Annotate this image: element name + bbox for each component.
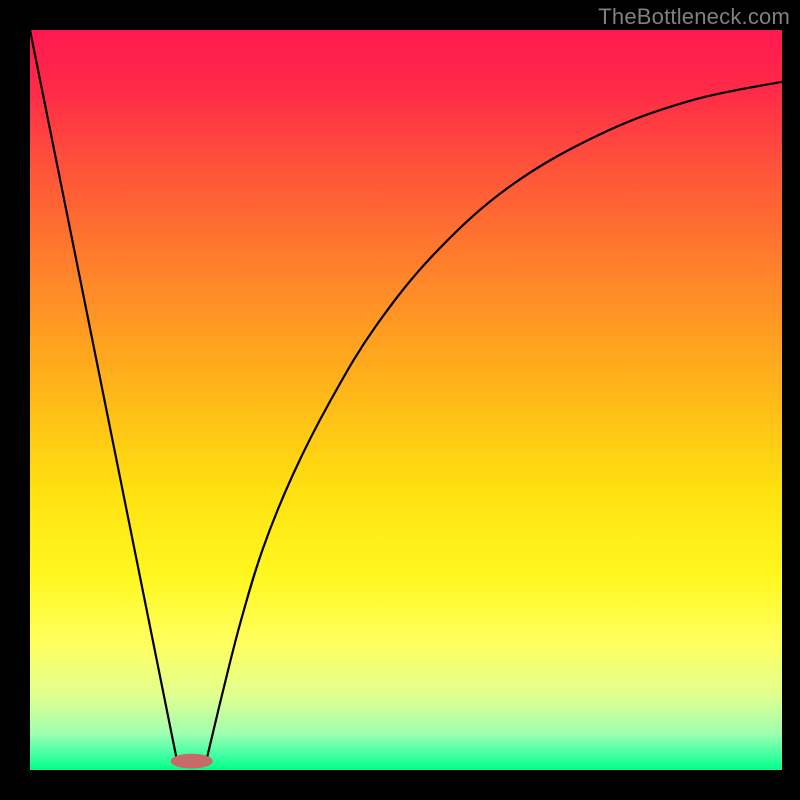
trough-marker — [171, 754, 213, 769]
watermark-text: TheBottleneck.com — [598, 4, 790, 30]
gradient-background — [30, 30, 782, 770]
plot-area — [30, 30, 782, 770]
chart-frame — [0, 0, 800, 800]
